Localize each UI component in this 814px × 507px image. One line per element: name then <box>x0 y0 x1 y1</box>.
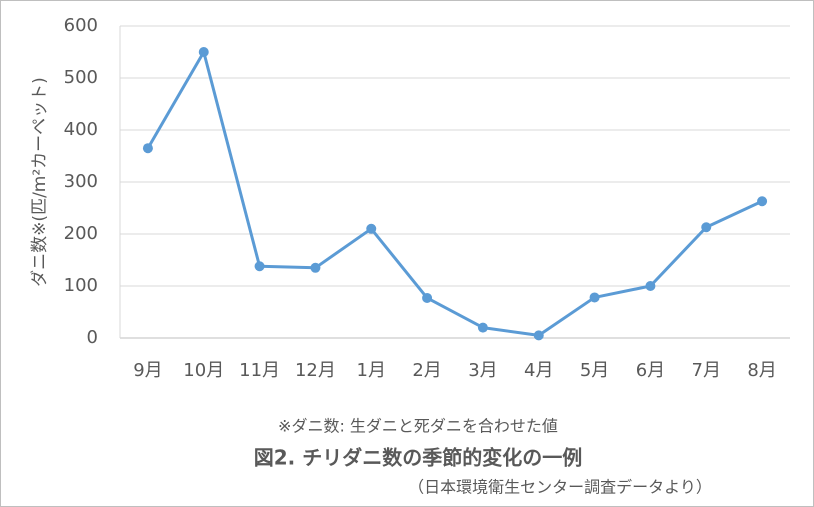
data-point <box>645 281 656 291</box>
y-tick-label: 200 <box>64 223 98 244</box>
data-point <box>477 322 488 333</box>
y-axis-label: ダニ数※(匹/m²カーペット) <box>30 77 50 287</box>
y-tick-label: 600 <box>64 15 98 36</box>
x-tick-label: 1月 <box>357 360 386 381</box>
data-point <box>254 261 265 272</box>
y-tick-label: 0 <box>87 327 98 348</box>
y-tick-label: 400 <box>64 119 98 140</box>
x-tick-label: 9月 <box>133 360 162 381</box>
data-line <box>146 50 763 337</box>
y-tick-label: 100 <box>64 275 98 296</box>
data-point <box>757 196 768 207</box>
data-point <box>589 292 600 303</box>
x-tick-label: 5月 <box>580 360 609 381</box>
x-tick-label: 11月 <box>239 360 280 381</box>
x-tick-label: 12月 <box>295 360 336 381</box>
x-tick-label: 2月 <box>412 360 441 381</box>
x-tick-label: 3月 <box>468 360 497 381</box>
x-tick-label: 7月 <box>692 360 721 381</box>
x-tick-label: 8月 <box>747 360 776 381</box>
data-point <box>198 47 209 57</box>
data-point <box>142 143 153 154</box>
data-point <box>310 262 321 273</box>
data-point <box>422 292 433 303</box>
chart-title: 図2. チリダニ数の季節的変化の一例 <box>254 446 582 470</box>
data-point <box>533 330 544 341</box>
y-tick-label: 300 <box>64 171 98 192</box>
x-tick-label: 4月 <box>524 360 553 381</box>
x-tick-label: 10月 <box>183 360 224 381</box>
data-point <box>701 222 712 233</box>
y-tick-label: 500 <box>64 67 98 88</box>
data-point <box>366 223 377 234</box>
x-tick-label: 6月 <box>636 360 665 381</box>
source: （日本環境衛生センター調査データより） <box>408 478 712 497</box>
footnote: ※ダニ数: 生ダニと死ダニを合わせた値 <box>278 417 558 436</box>
